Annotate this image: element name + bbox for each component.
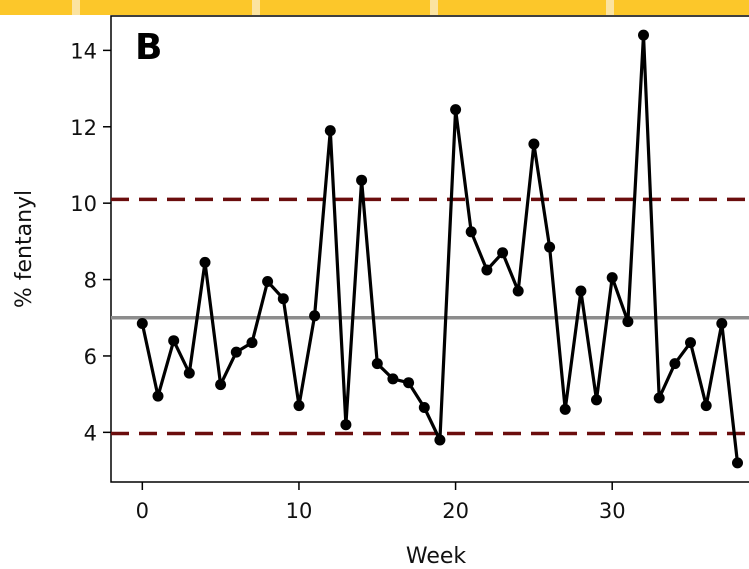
data-point-week-31 xyxy=(622,316,634,328)
data-point-week-25 xyxy=(528,138,540,150)
data-point-week-37 xyxy=(716,318,728,329)
data-point-week-6 xyxy=(230,346,242,358)
data-point-week-17 xyxy=(403,377,415,389)
data-point-week-29 xyxy=(591,394,602,406)
data-point-week-27 xyxy=(559,403,571,415)
y-tick-label: 4 xyxy=(84,421,97,445)
data-point-week-33 xyxy=(653,392,665,404)
x-tick-label: 20 xyxy=(442,499,469,523)
top-banner-strip xyxy=(0,0,749,15)
data-point-week-38 xyxy=(732,457,743,469)
y-tick-label: 12 xyxy=(70,116,97,140)
data-point-week-24 xyxy=(512,285,524,297)
data-point-week-1 xyxy=(152,390,164,402)
data-point-week-21 xyxy=(465,226,477,238)
data-point-week-26 xyxy=(544,241,556,253)
data-point-week-5 xyxy=(215,379,227,391)
y-axis-ticks: 4 6 8 10 12 14 xyxy=(70,39,111,445)
x-tick-label: 30 xyxy=(599,499,626,523)
data-point-week-20 xyxy=(450,104,462,116)
y-tick-label: 10 xyxy=(70,192,97,216)
data-point-week-13 xyxy=(340,419,352,431)
data-point-week-15 xyxy=(371,358,383,370)
top-band-gap xyxy=(72,0,80,15)
data-point-week-12 xyxy=(324,125,336,137)
data-point-week-8 xyxy=(262,276,274,287)
series-layer xyxy=(136,29,743,469)
y-tick-label: 6 xyxy=(84,345,97,369)
data-point-week-32 xyxy=(638,29,649,41)
x-axis-label: Week xyxy=(406,544,467,569)
x-tick-label: 0 xyxy=(136,499,149,523)
top-band-gap xyxy=(606,0,614,15)
data-point-week-3 xyxy=(183,367,195,379)
y-tick-label: 14 xyxy=(70,39,97,63)
data-point-week-28 xyxy=(575,285,587,297)
data-point-week-23 xyxy=(497,247,509,259)
x-axis-ticks: 0 10 20 30 xyxy=(136,482,626,523)
data-point-week-36 xyxy=(700,400,712,412)
data-point-week-9 xyxy=(277,293,289,305)
data-point-week-35 xyxy=(685,337,696,349)
data-point-week-30 xyxy=(606,272,618,284)
top-band-gap xyxy=(252,0,260,15)
top-band-fill xyxy=(0,0,749,15)
data-point-week-16 xyxy=(387,373,399,385)
data-point-week-0 xyxy=(136,318,148,329)
data-point-week-14 xyxy=(356,174,368,186)
series-line xyxy=(140,33,740,464)
data-point-week-4 xyxy=(199,256,211,268)
y-tick-label: 8 xyxy=(84,269,97,293)
panel-label: B xyxy=(135,27,162,68)
x-tick-label: 10 xyxy=(286,499,313,523)
data-point-week-7 xyxy=(246,337,258,349)
data-point-week-18 xyxy=(418,402,430,413)
plot-area-frame xyxy=(110,15,749,483)
data-point-week-22 xyxy=(481,264,493,276)
y-axis-label: % fentanyl xyxy=(12,190,37,308)
top-band-gap xyxy=(430,0,438,15)
data-point-week-11 xyxy=(309,310,321,322)
data-point-week-2 xyxy=(168,335,180,347)
data-point-week-10 xyxy=(293,400,305,412)
data-point-week-19 xyxy=(434,434,446,446)
data-point-week-34 xyxy=(669,358,681,370)
